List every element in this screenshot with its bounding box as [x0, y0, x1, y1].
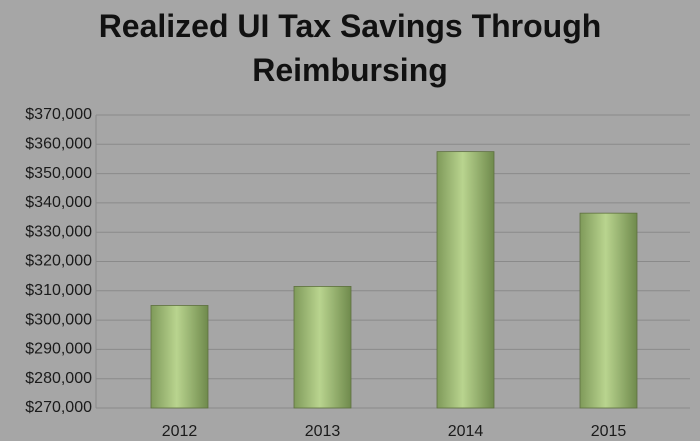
y-tick-label: $360,000: [25, 136, 92, 153]
y-tick-label: $300,000: [25, 311, 92, 328]
bar: [150, 305, 209, 409]
x-tick-label: 2015: [591, 423, 627, 440]
chart-title: Realized UI Tax Savings Through Reimburs…: [98, 8, 602, 88]
y-tick-label: $330,000: [25, 223, 92, 240]
y-tick-label: $270,000: [25, 399, 92, 416]
bar: [293, 286, 352, 409]
bar: [579, 212, 638, 409]
y-tick-label: $350,000: [25, 165, 92, 182]
y-tick-label: $280,000: [25, 370, 92, 387]
y-tick-label: $370,000: [25, 106, 92, 123]
x-tick-label: 2012: [162, 423, 198, 440]
y-tick-label: $310,000: [25, 282, 92, 299]
y-tick-label: $320,000: [25, 253, 92, 270]
x-tick-label: 2013: [305, 423, 341, 440]
bar: [436, 151, 495, 409]
y-tick-label: $290,000: [25, 341, 92, 358]
x-tick-label: 2014: [448, 423, 484, 440]
y-tick-label: $340,000: [25, 194, 92, 211]
